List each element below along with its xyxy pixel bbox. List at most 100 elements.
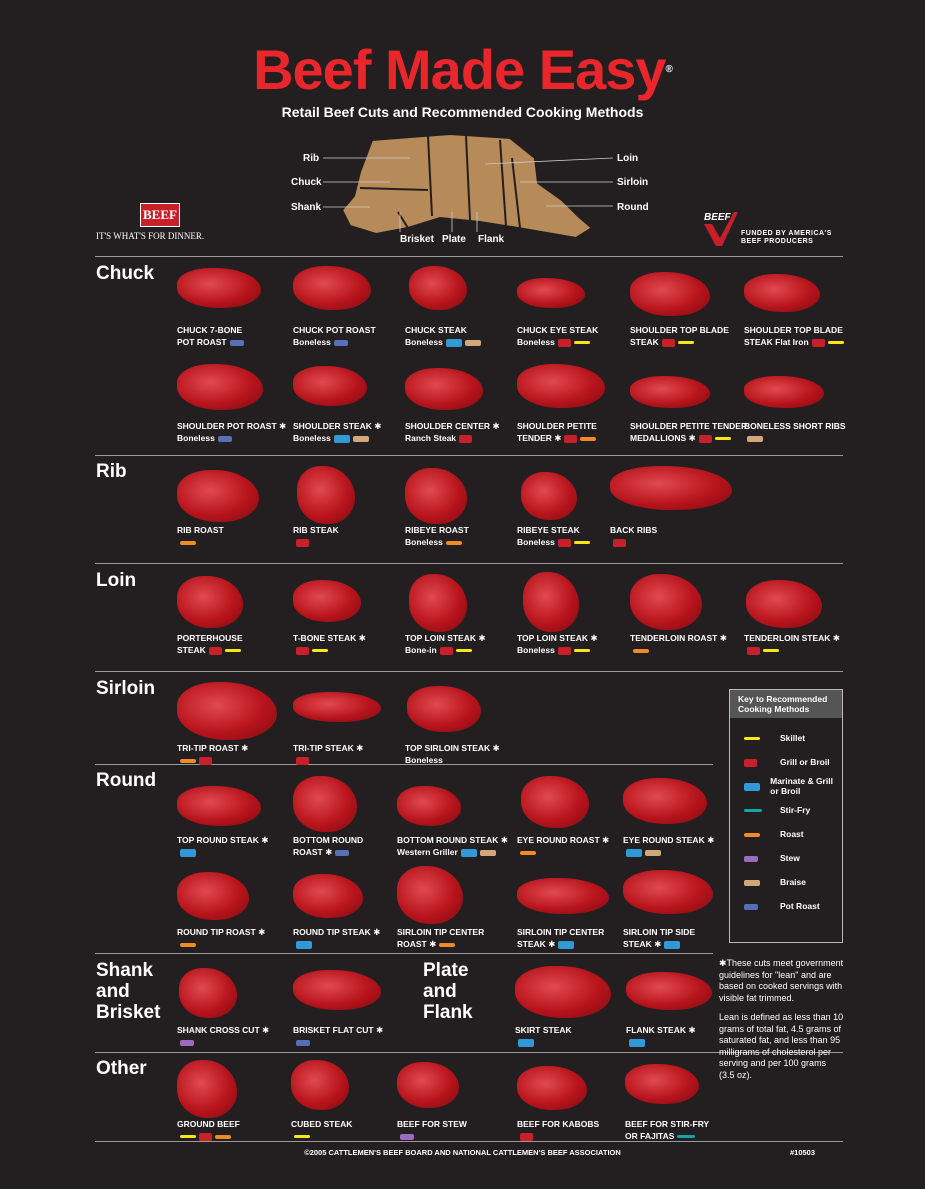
cooking-methods-key: Key to Recommended Cooking Methods Skill… <box>729 689 843 943</box>
cut-detail <box>177 536 289 548</box>
cut-name: TENDERLOIN STEAK ✱ <box>744 633 840 643</box>
cut-photo <box>177 262 289 322</box>
divider <box>95 1052 843 1053</box>
cut-card: TOP LOIN STEAK ✱ Boneless <box>517 570 629 656</box>
cut-photo <box>177 772 289 832</box>
key-item-potroast: Pot Roast <box>730 894 842 918</box>
cut-card: BRISKET FLAT CUT ✱ <box>293 962 405 1048</box>
cut-card: TENDERLOIN ROAST ✱ <box>630 570 742 656</box>
cut-detail: TENDER ✱ <box>517 432 629 444</box>
section-title-round: Round <box>96 770 157 791</box>
cut-photo <box>405 680 517 740</box>
cut-name: SHANK CROSS CUT ✱ <box>177 1025 270 1035</box>
cut-name: SHOULDER POT ROAST ✱ <box>177 421 287 431</box>
cut-card: BOTTOM ROUND STEAK ✱ Western Griller <box>397 772 509 858</box>
cut-detail <box>177 846 289 858</box>
cut-detail: Western Griller <box>397 846 509 858</box>
marinate-icon <box>629 1038 645 1047</box>
braise-icon <box>645 849 661 856</box>
cut-card: BONELESS SHORT RIBS <box>744 358 856 444</box>
section-title-other: Other <box>96 1058 147 1079</box>
cut-detail-text: MEDALLIONS ✱ <box>630 433 696 443</box>
page-title: Beef Made Easy® <box>253 38 673 101</box>
cut-card: PORTERHOUSE STEAK <box>177 570 289 656</box>
cut-detail-text: Boneless <box>177 433 215 443</box>
cut-name: CHUCK EYE STEAK <box>517 325 599 335</box>
skillet-icon <box>573 341 590 345</box>
cut-name: ROUND TIP STEAK ✱ <box>293 927 381 937</box>
grill-icon <box>613 538 626 547</box>
marinate-icon <box>744 782 760 791</box>
skillet-icon <box>827 341 844 345</box>
cut-card: CHUCK 7-BONE POT ROAST <box>177 262 289 348</box>
cut-card: SHOULDER CENTER ✱ Ranch Steak <box>405 358 517 444</box>
page-subtitle: Retail Beef Cuts and Recommended Cooking… <box>281 104 644 120</box>
cut-name: SHOULDER CENTER ✱ <box>405 421 500 431</box>
cut-photo <box>744 570 856 630</box>
section-title-chuck: Chuck <box>96 263 155 284</box>
key-item-label: Grill or Broil <box>780 757 830 767</box>
grill-icon <box>661 338 675 347</box>
cut-detail: POT ROAST <box>177 336 289 348</box>
cut-detail: STEAK <box>630 336 742 348</box>
cut-card: SKIRT STEAK <box>515 962 627 1048</box>
cut-photo <box>293 962 405 1022</box>
cut-photo <box>623 864 735 924</box>
cut-card: TRI-TIP STEAK ✱ <box>293 680 405 766</box>
cut-detail: Boneless <box>405 754 517 766</box>
lean-definition-text: Lean is defined as less than 10 grams of… <box>719 1012 844 1080</box>
skillet-icon <box>677 341 694 345</box>
grill-icon <box>208 646 222 655</box>
cut-photo <box>291 1056 403 1116</box>
cut-photo <box>293 864 405 924</box>
cut-photo <box>517 1056 629 1116</box>
cut-card: ROUND TIP STEAK ✱ <box>293 864 405 950</box>
cut-name: ROUND TIP ROAST ✱ <box>177 927 266 937</box>
cut-card: EYE ROUND ROAST ✱ <box>517 772 629 858</box>
cut-detail: ROAST ✱ <box>293 846 405 858</box>
divider <box>95 764 713 765</box>
cut-name: SHOULDER TOP BLADE <box>744 325 843 335</box>
cut-detail-text: TENDER ✱ <box>517 433 562 443</box>
stew-icon <box>400 1133 414 1140</box>
key-item-label: Stir-Fry <box>780 805 811 815</box>
beef-primal-diagram <box>323 132 614 240</box>
marinate-icon <box>664 940 681 949</box>
cut-detail-text: Boneless <box>405 337 443 347</box>
cut-card: TOP SIRLOIN STEAK ✱ Boneless <box>405 680 517 766</box>
cut-detail <box>177 754 289 766</box>
cut-photo <box>177 570 289 630</box>
cut-name: TOP SIRLOIN STEAK ✱ <box>405 743 500 753</box>
cut-photo <box>293 772 405 832</box>
roast-icon <box>180 540 196 545</box>
diagram-label-sirloin: Sirloin <box>617 177 649 188</box>
cut-photo <box>293 462 405 524</box>
cut-card: CHUCK EYE STEAK Boneless <box>517 262 629 348</box>
cut-photo <box>625 1056 737 1116</box>
braise-icon <box>479 849 496 856</box>
roast-icon <box>180 942 196 947</box>
cut-photo <box>517 262 629 322</box>
key-item-braise: Braise <box>730 870 842 894</box>
cut-detail-text: Boneless <box>405 755 443 765</box>
stew-icon <box>744 855 758 862</box>
cut-detail: Boneless <box>517 336 629 348</box>
divider <box>95 256 843 257</box>
cut-name: SIRLOIN TIP SIDE <box>623 927 696 937</box>
grill-icon <box>520 1132 533 1141</box>
cut-name: TRI-TIP ROAST ✱ <box>177 743 249 753</box>
section-title-sirloin: Sirloin <box>96 678 156 699</box>
copyright-footer: ©2005 CATTLEMEN'S BEEF BOARD AND NATIONA… <box>304 1148 621 1157</box>
cut-photo <box>623 772 735 832</box>
cut-detail-text: ROAST ✱ <box>397 939 437 949</box>
cut-name: T-BONE STEAK ✱ <box>293 633 366 643</box>
cut-detail: Boneless <box>293 336 405 348</box>
cut-name: EYE ROUND ROAST ✱ <box>517 835 610 845</box>
cut-photo <box>405 262 517 322</box>
cut-photo <box>405 358 517 418</box>
cut-detail-text: Boneless <box>405 537 443 547</box>
section-title-shank-brisket: Shank and Brisket <box>96 960 161 1023</box>
cut-photo <box>517 358 629 418</box>
cut-card: SHOULDER PETITE TENDER ✱ <box>517 358 629 444</box>
cut-card: CHUCK POT ROAST Boneless <box>293 262 405 348</box>
